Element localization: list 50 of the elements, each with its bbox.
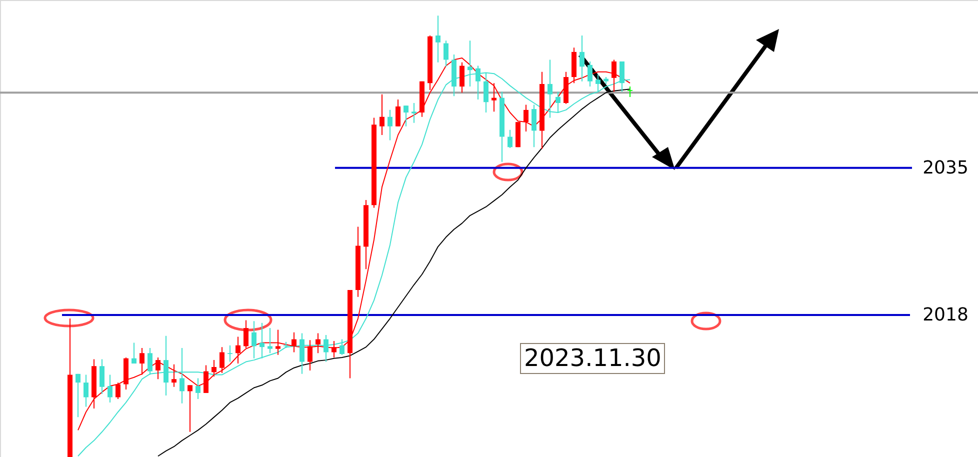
candlestick	[340, 338, 344, 356]
candlestick	[268, 328, 272, 354]
candlestick	[276, 329, 280, 356]
candlestick	[196, 378, 200, 400]
candlestick	[204, 364, 208, 394]
candlestick	[132, 342, 136, 364]
candlestick	[444, 40, 448, 68]
candlestick	[236, 336, 240, 364]
candlestick	[396, 99, 400, 127]
candlestick	[212, 360, 216, 378]
candlestick	[412, 102, 416, 124]
candlestick	[524, 104, 528, 132]
candlestick	[324, 334, 328, 362]
candlestick	[580, 34, 584, 82]
candlestick	[380, 94, 384, 136]
candlestick	[316, 332, 320, 354]
candlestick	[508, 129, 512, 149]
candlestick	[300, 332, 304, 374]
candlestick	[404, 105, 408, 127]
candlestick	[556, 91, 560, 114]
candlestick	[188, 384, 192, 432]
y-tick-label: 2018	[922, 304, 968, 326]
candlestick	[532, 104, 536, 148]
candlestick	[460, 62, 464, 94]
candlestick	[148, 347, 152, 376]
candlestick	[140, 347, 144, 376]
candlestick	[116, 382, 120, 400]
candlestick	[76, 373, 80, 418]
candlestick	[228, 344, 232, 362]
candlestick	[292, 332, 296, 353]
candlestick	[164, 335, 168, 396]
candlestick	[156, 356, 160, 380]
y-tick-label: 2035	[922, 157, 968, 178]
candlestick	[436, 15, 440, 63]
candlestick	[244, 320, 248, 348]
annotation: 2023.11.30	[520, 343, 666, 374]
candlestick	[388, 109, 392, 141]
candlestick	[108, 374, 112, 403]
candlestick	[100, 358, 104, 394]
candlestick	[492, 82, 496, 112]
candlestick	[180, 347, 184, 404]
candlestick	[588, 60, 592, 88]
candlestick	[260, 322, 264, 359]
candlestick	[308, 340, 312, 371]
candlestick	[220, 346, 224, 374]
candlestick	[332, 340, 336, 358]
candlestick	[84, 374, 88, 408]
candlestick	[172, 364, 176, 388]
candlestick	[252, 320, 256, 359]
candlestick	[628, 86, 632, 98]
